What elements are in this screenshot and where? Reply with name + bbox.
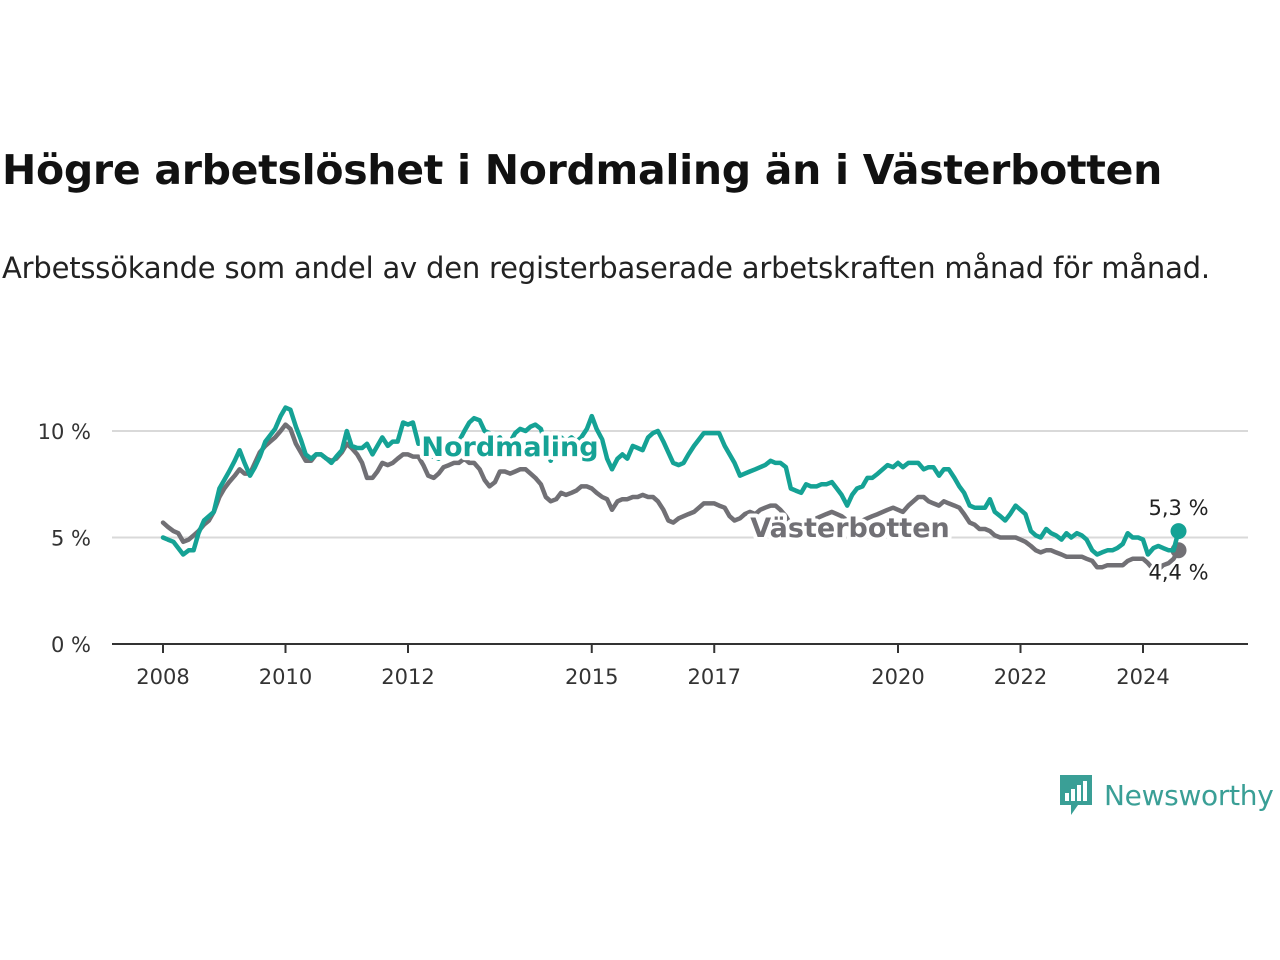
end-value-label-nordmaling: 5,3 % — [1149, 496, 1209, 520]
x-tick-label: 2008 — [136, 665, 189, 689]
x-tick-label: 2024 — [1116, 665, 1169, 689]
x-tick-label: 2012 — [381, 665, 434, 689]
y-tick-label: 5 % — [51, 527, 91, 551]
end-value-label-vasterbotten: 4,4 % — [1149, 560, 1209, 584]
y-axis-ticks: 0 % 5 % 10 % — [38, 420, 91, 657]
series-label-nordmaling: Nordmaling — [421, 432, 598, 463]
series-labels: Nordmaling Västerbotten 5,3 % 4,4 % — [417, 428, 1211, 587]
series-line-1 — [160, 422, 1181, 572]
series-end-point-0 — [1170, 523, 1187, 540]
x-tick-label: 2017 — [688, 665, 741, 689]
x-axis: 2008 2010 2012 2015 2017 2020 2022 2024 — [112, 643, 1248, 689]
series-line-0 — [160, 405, 1181, 557]
newsworthy-chart-bubble-icon — [1060, 775, 1092, 815]
series-lines — [160, 405, 1187, 572]
brand-name: Newsworthy — [1104, 778, 1274, 812]
x-tick-label: 2010 — [259, 665, 312, 689]
x-tick-label: 2020 — [871, 665, 924, 689]
chart-title: Högre arbetslöshet i Nordmaling än i Väs… — [2, 146, 1163, 194]
chart-subtitle: Arbetssökande som andel av den registerb… — [2, 251, 1210, 285]
y-tick-label: 10 % — [38, 420, 91, 444]
x-tick-label: 2015 — [565, 665, 618, 689]
y-tick-label: 0 % — [51, 633, 91, 657]
series-label-vasterbotten: Västerbotten — [750, 513, 949, 544]
newsworthy-logo: Newsworthy — [1058, 773, 1274, 817]
gridlines — [112, 430, 1248, 539]
x-tick-label: 2022 — [994, 665, 1047, 689]
